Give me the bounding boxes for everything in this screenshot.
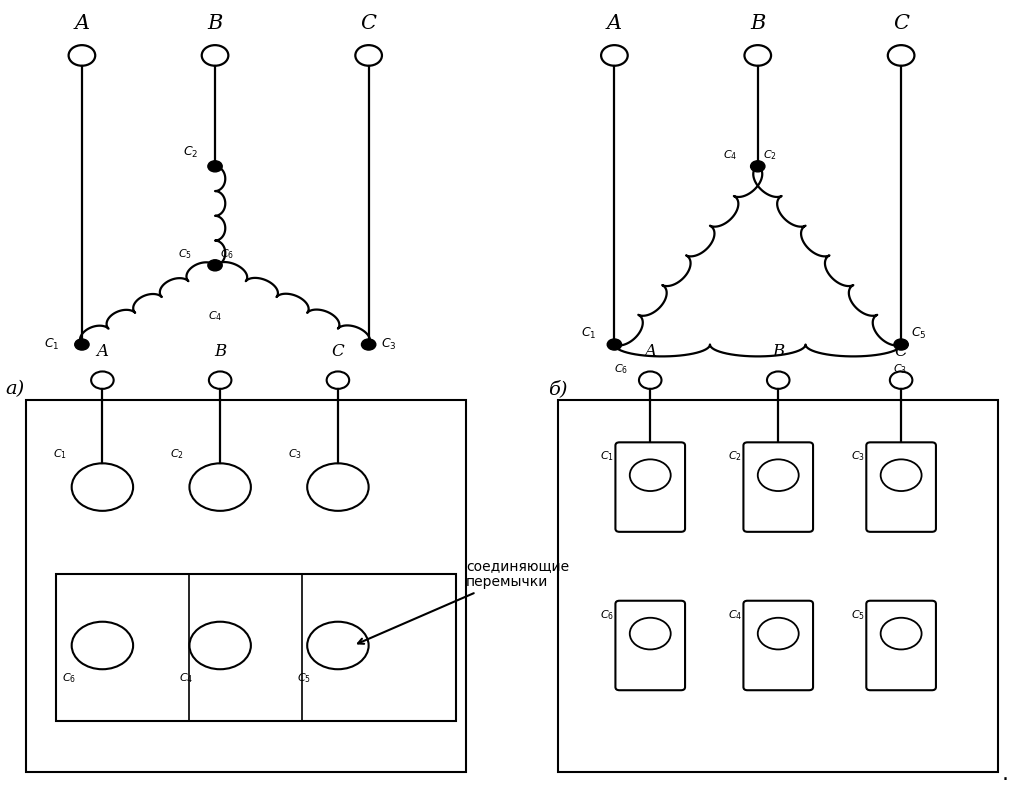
Text: $C_3$: $C_3$ <box>381 337 396 352</box>
Text: C: C <box>895 344 907 360</box>
FancyBboxPatch shape <box>743 600 813 690</box>
Text: B: B <box>750 14 766 33</box>
Text: $C_6$: $C_6$ <box>220 248 234 261</box>
Text: $C_3$: $C_3$ <box>851 449 865 463</box>
Circle shape <box>361 339 376 350</box>
Circle shape <box>894 339 908 350</box>
Text: $C_4$: $C_4$ <box>728 608 742 622</box>
FancyBboxPatch shape <box>56 574 456 721</box>
Text: A: A <box>607 14 622 33</box>
Circle shape <box>75 339 89 350</box>
FancyBboxPatch shape <box>866 442 936 532</box>
Text: $C_5$: $C_5$ <box>851 608 865 622</box>
Text: $C_2$: $C_2$ <box>170 447 184 461</box>
Text: C: C <box>360 14 377 33</box>
Circle shape <box>751 161 765 172</box>
Text: A: A <box>96 344 109 360</box>
Text: $C_5$: $C_5$ <box>911 326 927 341</box>
Circle shape <box>208 161 222 172</box>
Text: $C_2$: $C_2$ <box>728 449 742 463</box>
FancyBboxPatch shape <box>615 600 685 690</box>
Text: $C_6$: $C_6$ <box>61 672 76 685</box>
Text: B: B <box>214 344 226 360</box>
Text: $C_3$: $C_3$ <box>288 447 302 461</box>
Text: B: B <box>772 344 784 360</box>
Text: .: . <box>1001 764 1009 784</box>
Text: б): б) <box>548 380 567 398</box>
Text: $C_4$: $C_4$ <box>208 309 222 322</box>
FancyBboxPatch shape <box>743 442 813 532</box>
Text: $C_1$: $C_1$ <box>581 326 596 341</box>
Text: A: A <box>75 14 89 33</box>
FancyBboxPatch shape <box>866 600 936 690</box>
Text: $C_5$: $C_5$ <box>178 248 193 261</box>
Text: $C_1$: $C_1$ <box>44 337 59 352</box>
FancyBboxPatch shape <box>615 442 685 532</box>
Text: а): а) <box>5 380 25 398</box>
FancyBboxPatch shape <box>558 400 998 772</box>
FancyBboxPatch shape <box>26 400 466 772</box>
Circle shape <box>208 260 222 271</box>
Text: B: B <box>207 14 223 33</box>
Text: C: C <box>332 344 344 360</box>
Text: $C_2$: $C_2$ <box>763 148 777 162</box>
Circle shape <box>607 339 622 350</box>
Text: $C_5$: $C_5$ <box>297 672 311 685</box>
Text: $C_1$: $C_1$ <box>52 447 67 461</box>
Text: A: A <box>644 344 656 360</box>
Text: $C_6$: $C_6$ <box>600 608 614 622</box>
Text: $C_6$: $C_6$ <box>614 362 629 375</box>
Text: соединяющие
перемычки: соединяющие перемычки <box>358 559 569 644</box>
Text: $C_4$: $C_4$ <box>723 148 737 162</box>
Text: $C_2$: $C_2$ <box>183 145 199 160</box>
Text: $C_3$: $C_3$ <box>893 362 907 375</box>
Text: $C_1$: $C_1$ <box>600 449 614 463</box>
Text: $C_4$: $C_4$ <box>179 672 194 685</box>
Text: C: C <box>893 14 909 33</box>
